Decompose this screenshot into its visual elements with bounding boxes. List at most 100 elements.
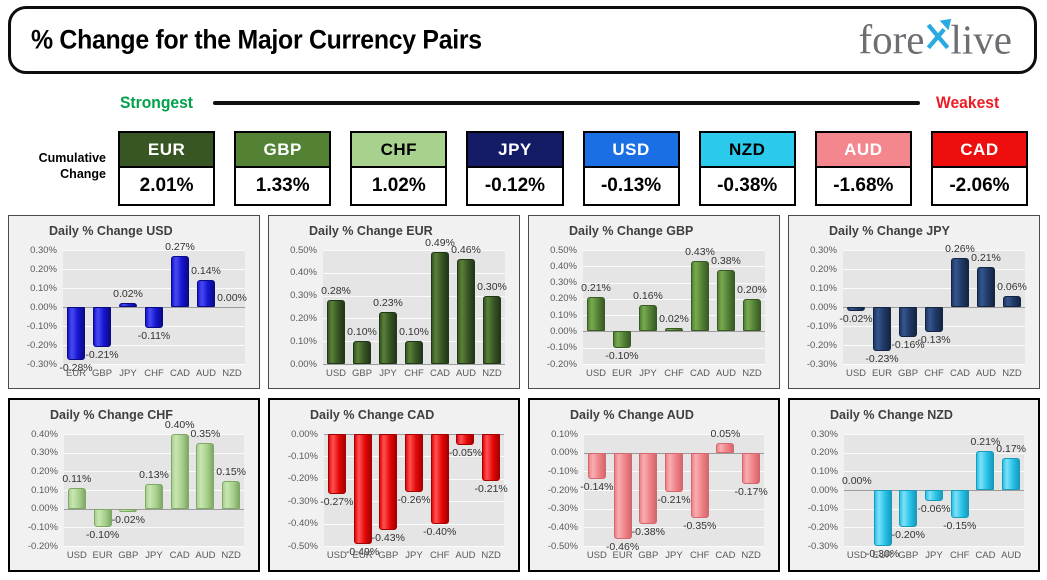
y-tick: 0.00%: [810, 301, 837, 313]
x-label-CHF-NZD: NZD: [221, 550, 241, 561]
x-label-JPY-CAD: CAD: [949, 368, 971, 379]
y-tick: 0.20%: [290, 312, 317, 324]
charts-grid: Daily % Change USD 0.30% 0.20% 0.10% 0.00% -0…: [8, 215, 1040, 572]
y-tick: 0.50%: [550, 244, 577, 256]
gridline: [584, 434, 764, 435]
gridline: [844, 471, 1024, 473]
x-label-CHF-EUR: EUR: [92, 550, 113, 561]
bar-label-GBP-USD: 0.21%: [581, 282, 611, 295]
currency-box-NZD: NZD -0.38%: [698, 131, 796, 209]
bar-CAD-EUR: [353, 434, 372, 544]
y-tick: 0.10%: [811, 465, 838, 477]
y-tick: -0.30%: [26, 358, 57, 370]
bar-label-USD-CAD: 0.27%: [165, 240, 195, 253]
currency-box-AUD: AUD -1.68%: [814, 131, 912, 209]
gridline: [844, 508, 1024, 510]
bar-CAD-NZD: [482, 434, 501, 482]
bar-EUR-CAD: [430, 252, 450, 364]
bar-AUD-GBP: [639, 452, 658, 524]
x-label-NZD-USD: USD: [846, 550, 867, 561]
bar-label-CHF-AUD: 0.35%: [190, 428, 221, 441]
gridline: [324, 546, 504, 547]
y-tick: -0.20%: [287, 473, 318, 485]
bar-GBP-CHF: [664, 328, 684, 332]
x-label-GBP-USD: USD: [585, 368, 607, 379]
gridline: [63, 364, 245, 365]
currency-box-USD: USD -0.13%: [582, 131, 680, 209]
gridline: [323, 250, 505, 251]
y-tick: 0.20%: [810, 263, 837, 275]
x-label-GBP-JPY: JPY: [639, 368, 657, 379]
x-label-EUR-CAD: CAD: [429, 368, 451, 379]
bar-label-CHF-EUR: -0.10%: [85, 529, 120, 542]
bar-label-JPY-CHF: -0.13%: [917, 333, 951, 346]
bar-label-NZD-CAD: 0.21%: [970, 435, 1001, 448]
x-label-GBP-NZD: NZD: [742, 368, 762, 379]
y-tick: -0.20%: [26, 339, 57, 351]
currency-cumulative-value-AUD: -1.68%: [814, 168, 912, 206]
gridline: [63, 269, 245, 270]
bar-USD-CAD: [170, 255, 190, 307]
bar-label-USD-EUR: -0.28%: [59, 362, 93, 375]
gridline: [583, 298, 765, 300]
bar-JPY-NZD: [1002, 295, 1022, 307]
y-tick: 0.10%: [810, 282, 837, 294]
currency-box-CAD: CAD -2.06%: [930, 131, 1028, 209]
bar-label-EUR-CHF: 0.10%: [399, 326, 429, 339]
x-label-EUR-NZD: NZD: [482, 368, 502, 379]
chart-CHF: Daily % Change CHF 0.40% 0.30% 0.20% 0.10% 0.…: [8, 398, 260, 572]
gridline: [843, 269, 1025, 270]
bar-AUD-JPY: [665, 452, 683, 492]
gridline: [583, 347, 765, 349]
bar-CHF-EUR: [93, 508, 112, 528]
gridline: [844, 546, 1024, 547]
bar-label-JPY-USD: -0.02%: [839, 312, 873, 325]
bar-label-AUD-GBP: -0.38%: [631, 525, 665, 538]
y-tick: 0.00%: [31, 503, 58, 515]
gridline: [63, 250, 245, 251]
bar-GBP-EUR: [612, 331, 632, 348]
y-tick: -0.20%: [27, 540, 58, 552]
bar-CAD-AUD: [456, 434, 475, 446]
currency-header-EUR: EUR: [118, 131, 216, 168]
currency-box-GBP: GBP 1.33%: [234, 131, 332, 209]
bar-label-CAD-NZD: -0.21%: [474, 483, 508, 496]
x-label-JPY-EUR: EUR: [871, 368, 893, 379]
bar-JPY-CHF: [924, 307, 944, 332]
bar-JPY-CAD: [950, 257, 970, 307]
gridline: [844, 434, 1024, 435]
bar-label-CHF-NZD: 0.15%: [216, 465, 247, 478]
bar-CHF-JPY: [145, 484, 163, 509]
currency-cumulative-value-USD: -0.13%: [582, 168, 680, 206]
bar-label-AUD-JPY: -0.21%: [657, 493, 691, 506]
y-tick: -0.50%: [287, 540, 318, 552]
bar-NZD-CAD: [976, 450, 995, 490]
x-label-CAD-AUD: AUD: [455, 550, 476, 561]
currency-cumulative-value-GBP: 1.33%: [234, 168, 332, 206]
gridline: [64, 527, 244, 529]
y-tick: 0.30%: [810, 244, 837, 256]
bar-label-GBP-JPY: 0.16%: [633, 290, 663, 303]
bar-CAD-GBP: [379, 434, 398, 531]
chart-NZD: Daily % Change NZD 0.30% 0.20% 0.10% 0.00% -0…: [788, 398, 1040, 572]
y-tick: -0.30%: [806, 358, 837, 370]
bar-GBP-USD: [586, 297, 606, 332]
y-tick: 0.00%: [290, 358, 317, 370]
bar-label-NZD-EUR: -0.30%: [865, 548, 900, 560]
y-tick: -0.10%: [287, 450, 318, 462]
x-label-AUD-JPY: JPY: [665, 550, 683, 561]
bar-label-GBP-AUD: 0.38%: [711, 254, 741, 267]
bar-NZD-JPY: [925, 490, 943, 502]
x-label-CAD-JPY: JPY: [405, 550, 423, 561]
bar-AUD-NZD: [742, 452, 761, 485]
bar-EUR-AUD: [456, 259, 476, 364]
bar-label-AUD-CHF: -0.35%: [683, 520, 717, 532]
y-tick: 0.00%: [551, 447, 578, 459]
arrow-x-icon: [925, 18, 951, 62]
bar-label-EUR-CAD: 0.49%: [425, 237, 455, 250]
bar-USD-EUR: [66, 307, 86, 361]
zero-axis-line: [323, 364, 505, 365]
bar-label-EUR-JPY: 0.23%: [373, 296, 403, 309]
currency-cumulative-value-NZD: -0.38%: [698, 168, 796, 206]
y-tick: 0.10%: [550, 309, 577, 321]
